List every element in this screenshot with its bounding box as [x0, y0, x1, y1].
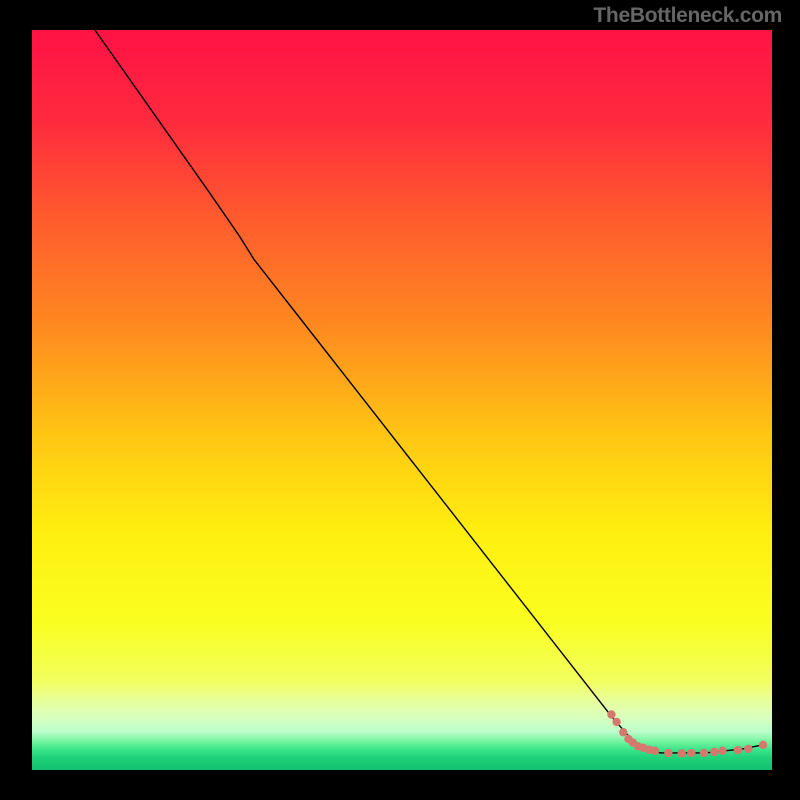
- data-point: [759, 741, 767, 749]
- chart-overlay: [32, 30, 772, 770]
- data-point: [700, 749, 708, 757]
- data-point: [734, 746, 742, 754]
- data-point: [664, 749, 672, 757]
- data-point: [687, 749, 695, 757]
- plot-area: [32, 30, 772, 770]
- data-point: [718, 747, 726, 755]
- data-point: [651, 747, 659, 755]
- data-point: [619, 728, 627, 736]
- watermark-label: TheBottleneck.com: [593, 4, 782, 28]
- data-point: [607, 710, 615, 718]
- data-point: [710, 748, 718, 756]
- data-point: [612, 718, 620, 726]
- chart-frame: TheBottleneck.com: [0, 0, 800, 800]
- data-point: [678, 749, 686, 757]
- marker-group: [607, 710, 767, 757]
- data-point: [744, 745, 752, 753]
- bottleneck-curve: [95, 30, 763, 753]
